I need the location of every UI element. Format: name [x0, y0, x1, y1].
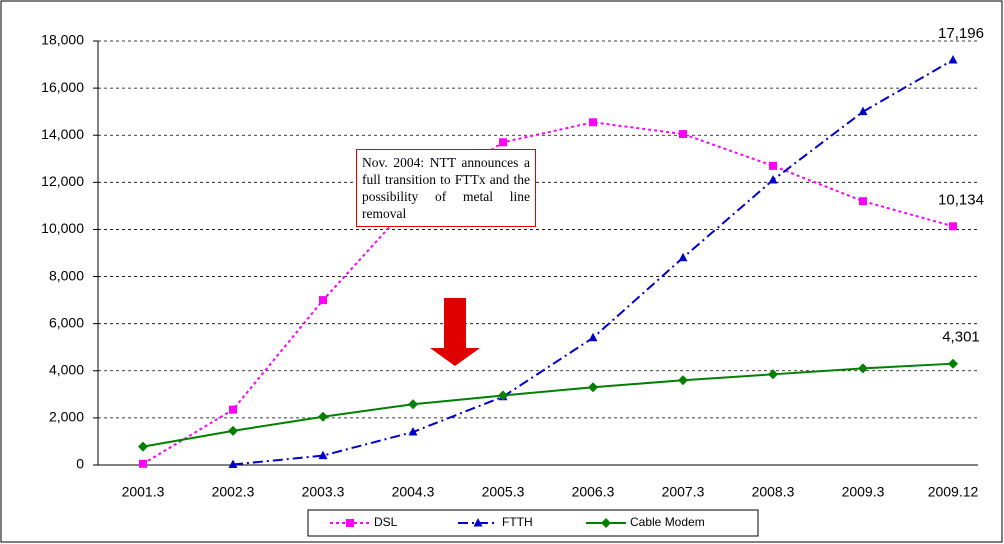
y-tick-label: 2,000 [49, 409, 84, 425]
marker [588, 332, 598, 342]
marker [858, 106, 868, 116]
marker [228, 459, 238, 469]
x-tick-label: 2003.3 [302, 484, 345, 500]
marker [498, 390, 508, 401]
marker [769, 161, 777, 170]
x-tick-label: 2009.3 [842, 484, 885, 500]
marker [318, 450, 328, 460]
marker [948, 54, 958, 64]
y-tick-label: 6,000 [49, 314, 84, 330]
x-tick-label: 2008.3 [752, 484, 795, 500]
legend-label: Cable Modem [630, 515, 705, 529]
series-line [142, 362, 954, 448]
marker [318, 411, 328, 422]
y-tick-label: 0 [76, 456, 84, 472]
y-tick-label: 12,000 [41, 173, 84, 189]
marker [858, 363, 868, 374]
marker [319, 296, 327, 305]
annotation-arrow [430, 298, 480, 366]
marker [473, 518, 483, 527]
data-label: 17,196 [938, 25, 984, 42]
marker [588, 382, 598, 393]
series-line [142, 121, 954, 465]
marker [346, 519, 354, 527]
data-label: 4,301 [942, 329, 980, 346]
marker [408, 399, 418, 410]
marker [768, 369, 778, 380]
marker [678, 375, 688, 386]
legend-label: DSL [374, 515, 398, 529]
marker [499, 138, 507, 147]
legend-box [307, 509, 759, 537]
y-tick-label: 16,000 [41, 79, 84, 95]
marker [679, 130, 687, 139]
y-tick-label: 10,000 [41, 220, 84, 236]
marker [228, 425, 238, 436]
marker [859, 197, 867, 206]
y-tick-label: 8,000 [49, 267, 84, 283]
x-tick-label: 2009.12 [928, 484, 979, 500]
x-tick-label: 2007.3 [662, 484, 705, 500]
x-tick-label: 2002.3 [212, 484, 255, 500]
annotation: Nov. 2004: NTT announces a full transiti… [356, 149, 536, 227]
y-tick-label: 18,000 [41, 32, 84, 48]
marker [949, 222, 957, 231]
y-tick-label: 14,000 [41, 126, 84, 142]
x-tick-label: 2006.3 [572, 484, 615, 500]
legend-label: FTTH [502, 515, 533, 529]
marker [948, 358, 958, 369]
y-tick-label: 4,000 [49, 361, 84, 377]
marker [589, 118, 597, 127]
marker [139, 459, 147, 468]
x-tick-label: 2001.3 [122, 484, 165, 500]
marker [229, 405, 237, 414]
x-tick-label: 2004.3 [392, 484, 435, 500]
marker [138, 441, 148, 452]
marker [768, 174, 778, 184]
marker [408, 427, 418, 436]
x-tick-label: 2005.3 [482, 484, 525, 500]
data-label: 10,134 [938, 191, 984, 208]
marker [601, 518, 611, 528]
marker [678, 252, 688, 262]
